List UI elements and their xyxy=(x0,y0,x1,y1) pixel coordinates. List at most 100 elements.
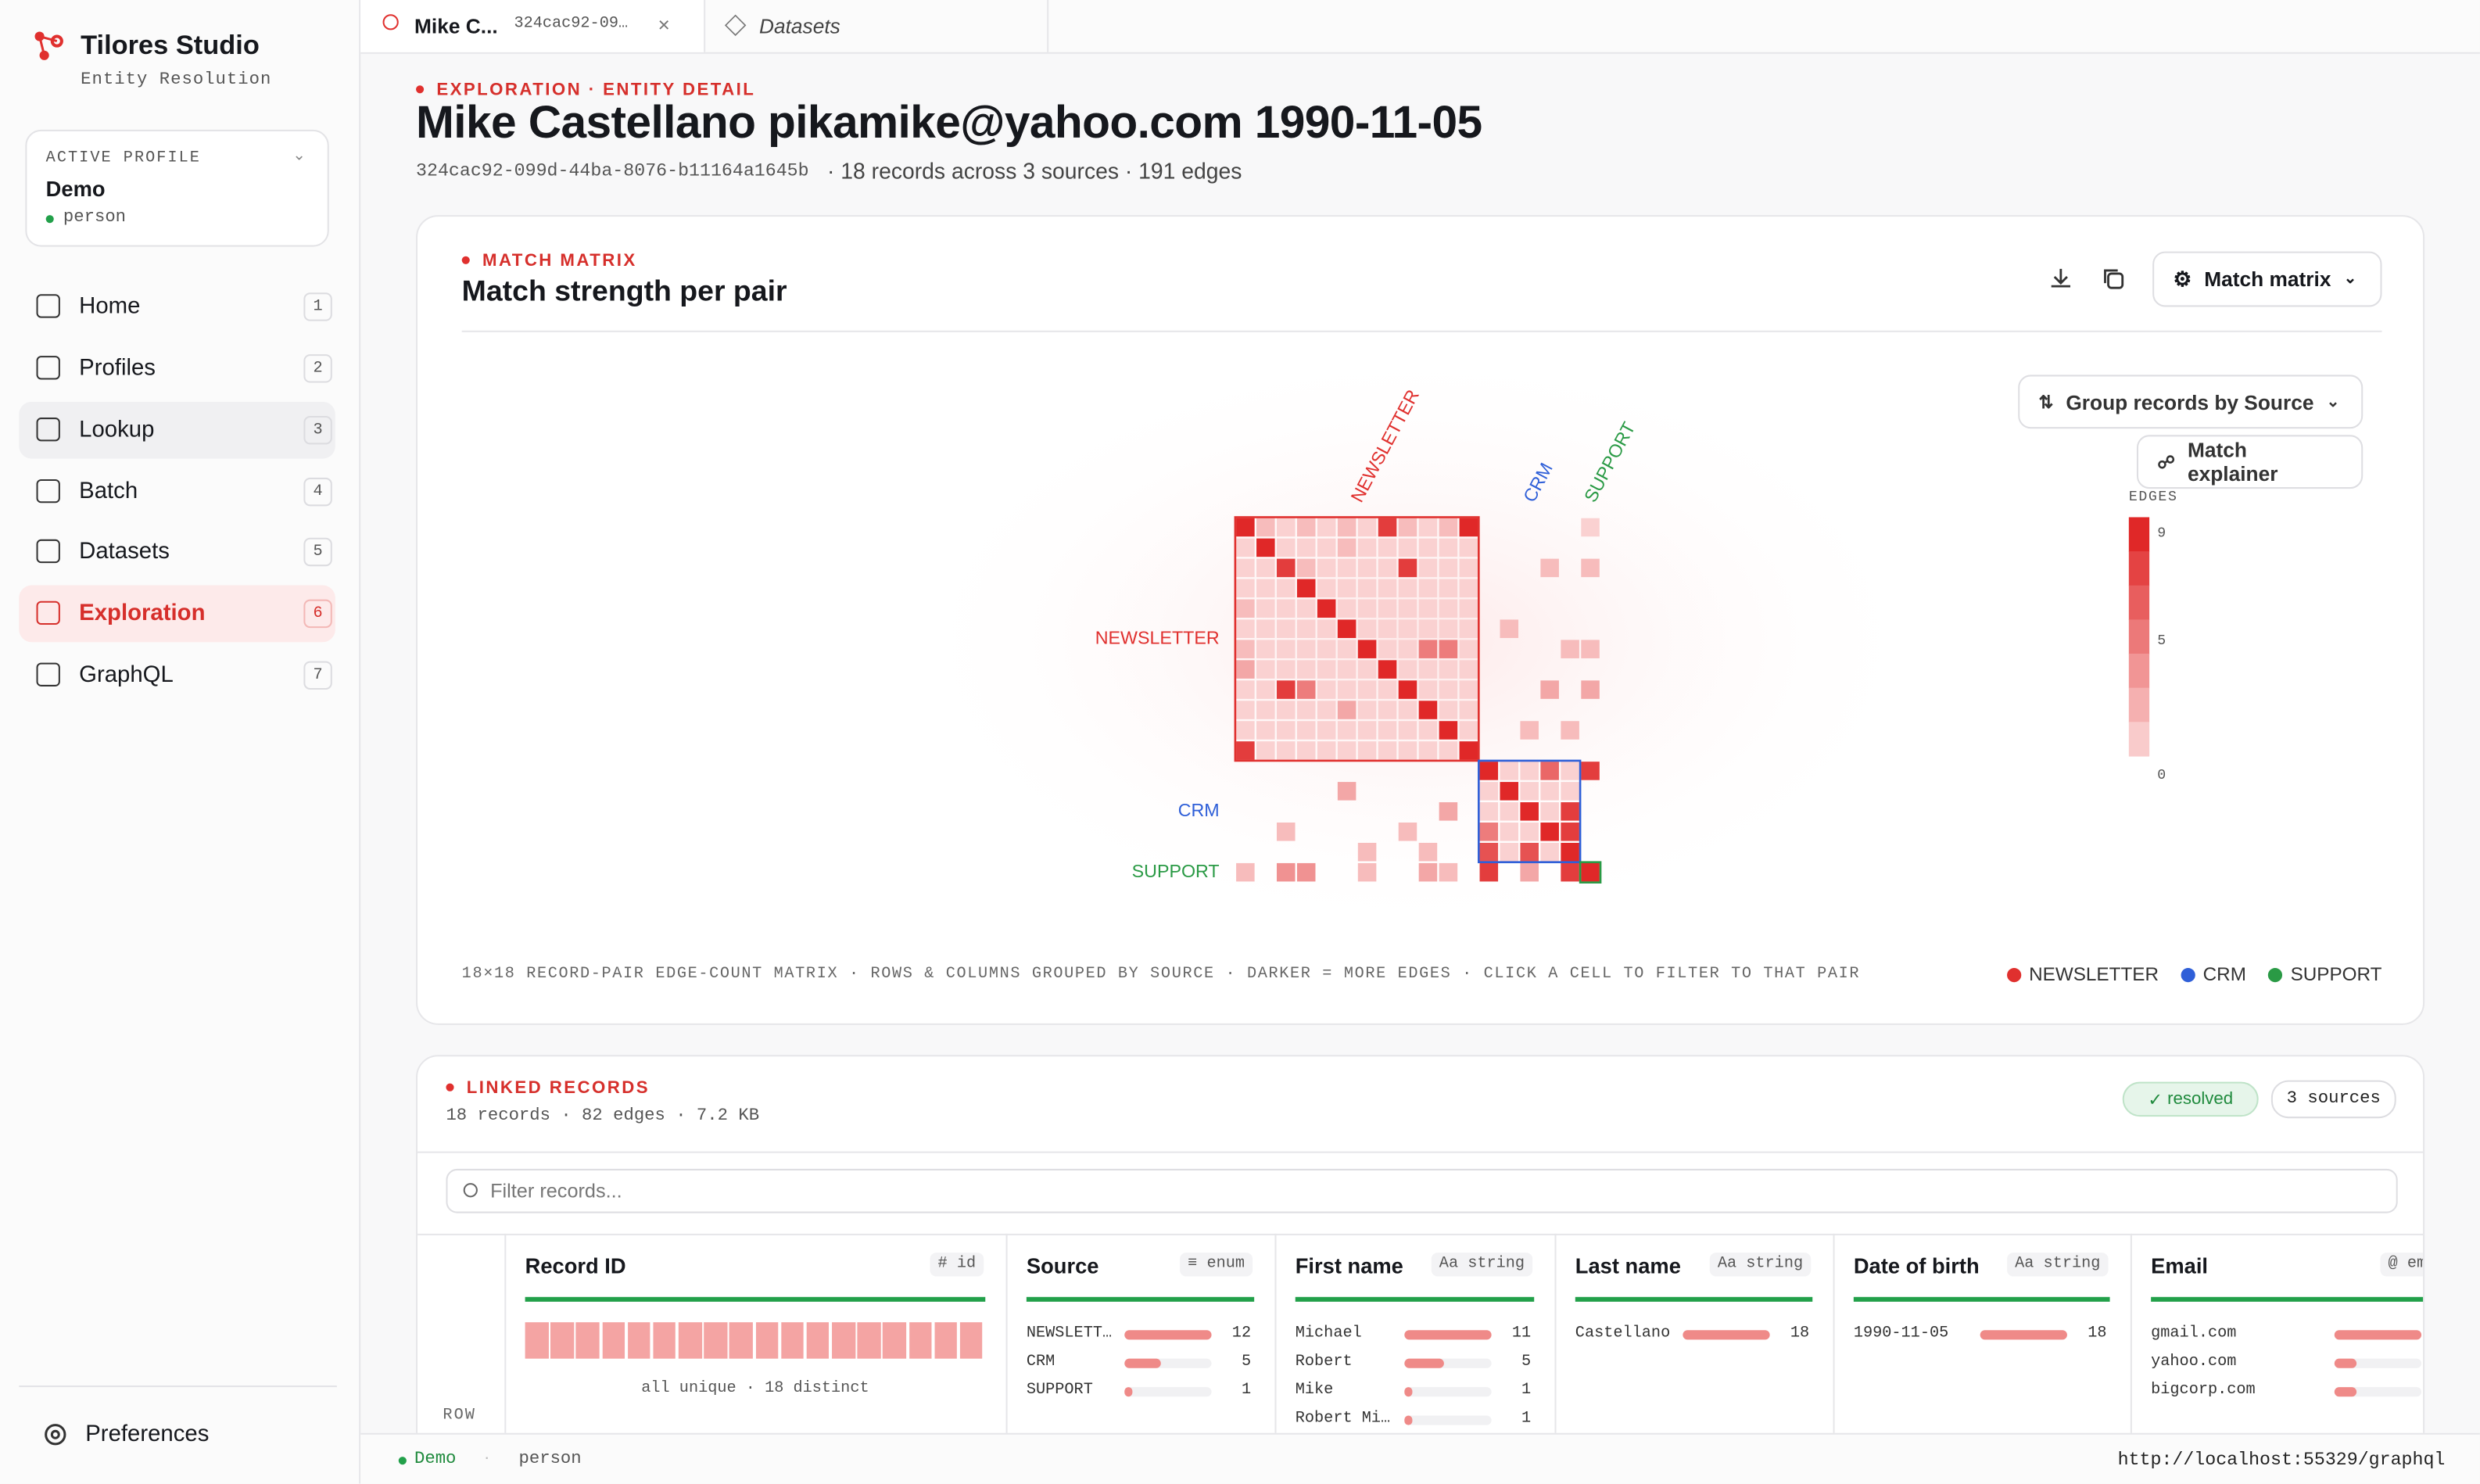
nav-item[interactable]: Batch 4 xyxy=(19,464,335,521)
matrix-cell xyxy=(1561,823,1579,841)
value-bar xyxy=(2334,1330,2422,1340)
colorbar-title: EDGES xyxy=(2129,489,2178,505)
matrix-cell xyxy=(1561,600,1579,618)
download-icon[interactable] xyxy=(2048,266,2073,291)
nav-item[interactable]: Exploration 6 xyxy=(19,585,335,643)
matrix-cell xyxy=(1358,823,1377,841)
matrix-cell xyxy=(1317,680,1336,699)
colorbar-band xyxy=(2128,551,2150,586)
matrix-cell xyxy=(1460,823,1478,841)
divider xyxy=(418,1151,2424,1153)
matrix-cell xyxy=(1520,762,1539,780)
tab[interactable]: Mike C... 324cac92-09… × xyxy=(360,0,706,52)
unique-block xyxy=(883,1322,907,1359)
matrix-cell xyxy=(1357,619,1377,638)
matrix-cell xyxy=(1419,782,1438,801)
nav-label: Batch xyxy=(79,479,138,505)
matrix-cell xyxy=(1479,862,1499,882)
nav-item[interactable]: GraphQL 7 xyxy=(19,647,335,704)
gear-icon xyxy=(45,1424,66,1446)
nav-item[interactable]: Datasets 5 xyxy=(19,524,335,581)
type-badge: # id xyxy=(930,1253,984,1277)
column-header[interactable]: Last name xyxy=(1575,1254,1681,1278)
column-header[interactable]: First name xyxy=(1295,1254,1403,1278)
matrix-cell xyxy=(1296,660,1316,679)
matrix-cell xyxy=(1398,558,1417,578)
row-header: ROW xyxy=(443,1407,476,1425)
matrix-cell xyxy=(1337,619,1356,638)
explainer-button[interactable]: ☍ Match explainer xyxy=(2136,435,2364,489)
copy-icon[interactable] xyxy=(2100,266,2125,291)
matrix-cell xyxy=(1357,862,1377,882)
matrix-cell xyxy=(1500,559,1518,578)
matrix-cell xyxy=(1337,579,1356,598)
column-underline xyxy=(1575,1296,1813,1302)
matrix-cell xyxy=(1296,640,1316,658)
value-label: gmail.com xyxy=(2151,1325,2237,1343)
preferences[interactable]: Preferences xyxy=(85,1421,210,1447)
view-select[interactable]: ⚙ Match matrix ⌄ xyxy=(2152,251,2382,307)
matrix-cell xyxy=(1459,538,1478,557)
matrix-cell xyxy=(1398,721,1417,740)
matrix-cell xyxy=(1581,802,1600,821)
matrix-cell xyxy=(1337,701,1356,719)
nav-item[interactable]: Profiles 2 xyxy=(19,340,335,397)
legend: NEWSLETTER CRM SUPPORT xyxy=(1841,963,2381,985)
value-count: 18 xyxy=(2088,1325,2107,1343)
matrix-cell xyxy=(1480,579,1499,598)
matrix-cell xyxy=(1378,741,1397,760)
matrix-cell xyxy=(1540,721,1559,740)
column-divider xyxy=(1833,1233,1835,1484)
value-bar xyxy=(1404,1415,1413,1425)
matrix-cell xyxy=(1378,823,1397,841)
matrix-cell xyxy=(1520,559,1539,578)
nav-item[interactable]: Home 1 xyxy=(19,278,335,335)
group-select[interactable]: ⇅ Group records by Source ⌄ xyxy=(2018,375,2364,429)
value-count: 5 xyxy=(1521,1353,1532,1371)
profile-card[interactable]: ACTIVE PROFILE ⌄ Demo person xyxy=(25,129,329,247)
value-label: yahoo.com xyxy=(2151,1353,2237,1371)
matrix-cell xyxy=(1500,600,1518,618)
matrix-cell xyxy=(1256,538,1275,557)
nav-label: Profiles xyxy=(79,356,156,382)
type-badge: Aa string xyxy=(2007,1253,2109,1277)
value-count: 1 xyxy=(1241,1382,1252,1400)
matrix-cell xyxy=(1480,680,1499,699)
nav-key: 3 xyxy=(303,416,332,445)
matrix-cell xyxy=(1439,619,1458,638)
colorbar-band xyxy=(2128,619,2150,654)
matrix-cell xyxy=(1297,843,1316,862)
nav-label: GraphQL xyxy=(79,662,174,688)
matrix-cell xyxy=(1540,842,1559,862)
unique-block xyxy=(678,1322,702,1359)
value-label: Mike xyxy=(1295,1382,1334,1400)
matrix-cell xyxy=(1459,701,1478,719)
matrix-cell xyxy=(1378,863,1397,882)
filter-input[interactable]: Filter records... xyxy=(446,1168,2398,1213)
matrix-cell xyxy=(1540,741,1559,760)
row-group-label: NEWSLETTER xyxy=(1095,627,1220,647)
status-text: resolved xyxy=(2167,1089,2234,1109)
matrix-cell xyxy=(1317,640,1336,658)
nav-item[interactable]: Lookup 3 xyxy=(19,401,335,459)
column-header[interactable]: Record ID xyxy=(525,1254,626,1278)
column-header[interactable]: Source xyxy=(1026,1254,1099,1278)
column-header[interactable]: Date of birth xyxy=(1853,1254,1980,1278)
row-group-label: CRM xyxy=(1178,800,1220,820)
unique-block xyxy=(857,1322,881,1359)
tab[interactable]: Datasets xyxy=(704,0,1049,52)
profile-type: person xyxy=(63,209,127,228)
tab-close[interactable]: × xyxy=(658,13,670,37)
value-count: 12 xyxy=(1231,1325,1252,1343)
matrix-cell xyxy=(1236,680,1255,699)
matrix-cell xyxy=(1439,599,1458,618)
matrix-cell xyxy=(1378,538,1397,557)
value-label: Robert Mi… xyxy=(1295,1411,1391,1428)
matrix-cell xyxy=(1561,802,1579,821)
column-header[interactable]: Email xyxy=(2151,1254,2209,1278)
matrix-cell xyxy=(1236,741,1255,760)
matrix-cell xyxy=(1317,863,1336,882)
matrix-cell xyxy=(1540,660,1559,679)
bar-track xyxy=(1404,1387,1492,1397)
colorbar-tick: 0 xyxy=(2157,768,2166,783)
